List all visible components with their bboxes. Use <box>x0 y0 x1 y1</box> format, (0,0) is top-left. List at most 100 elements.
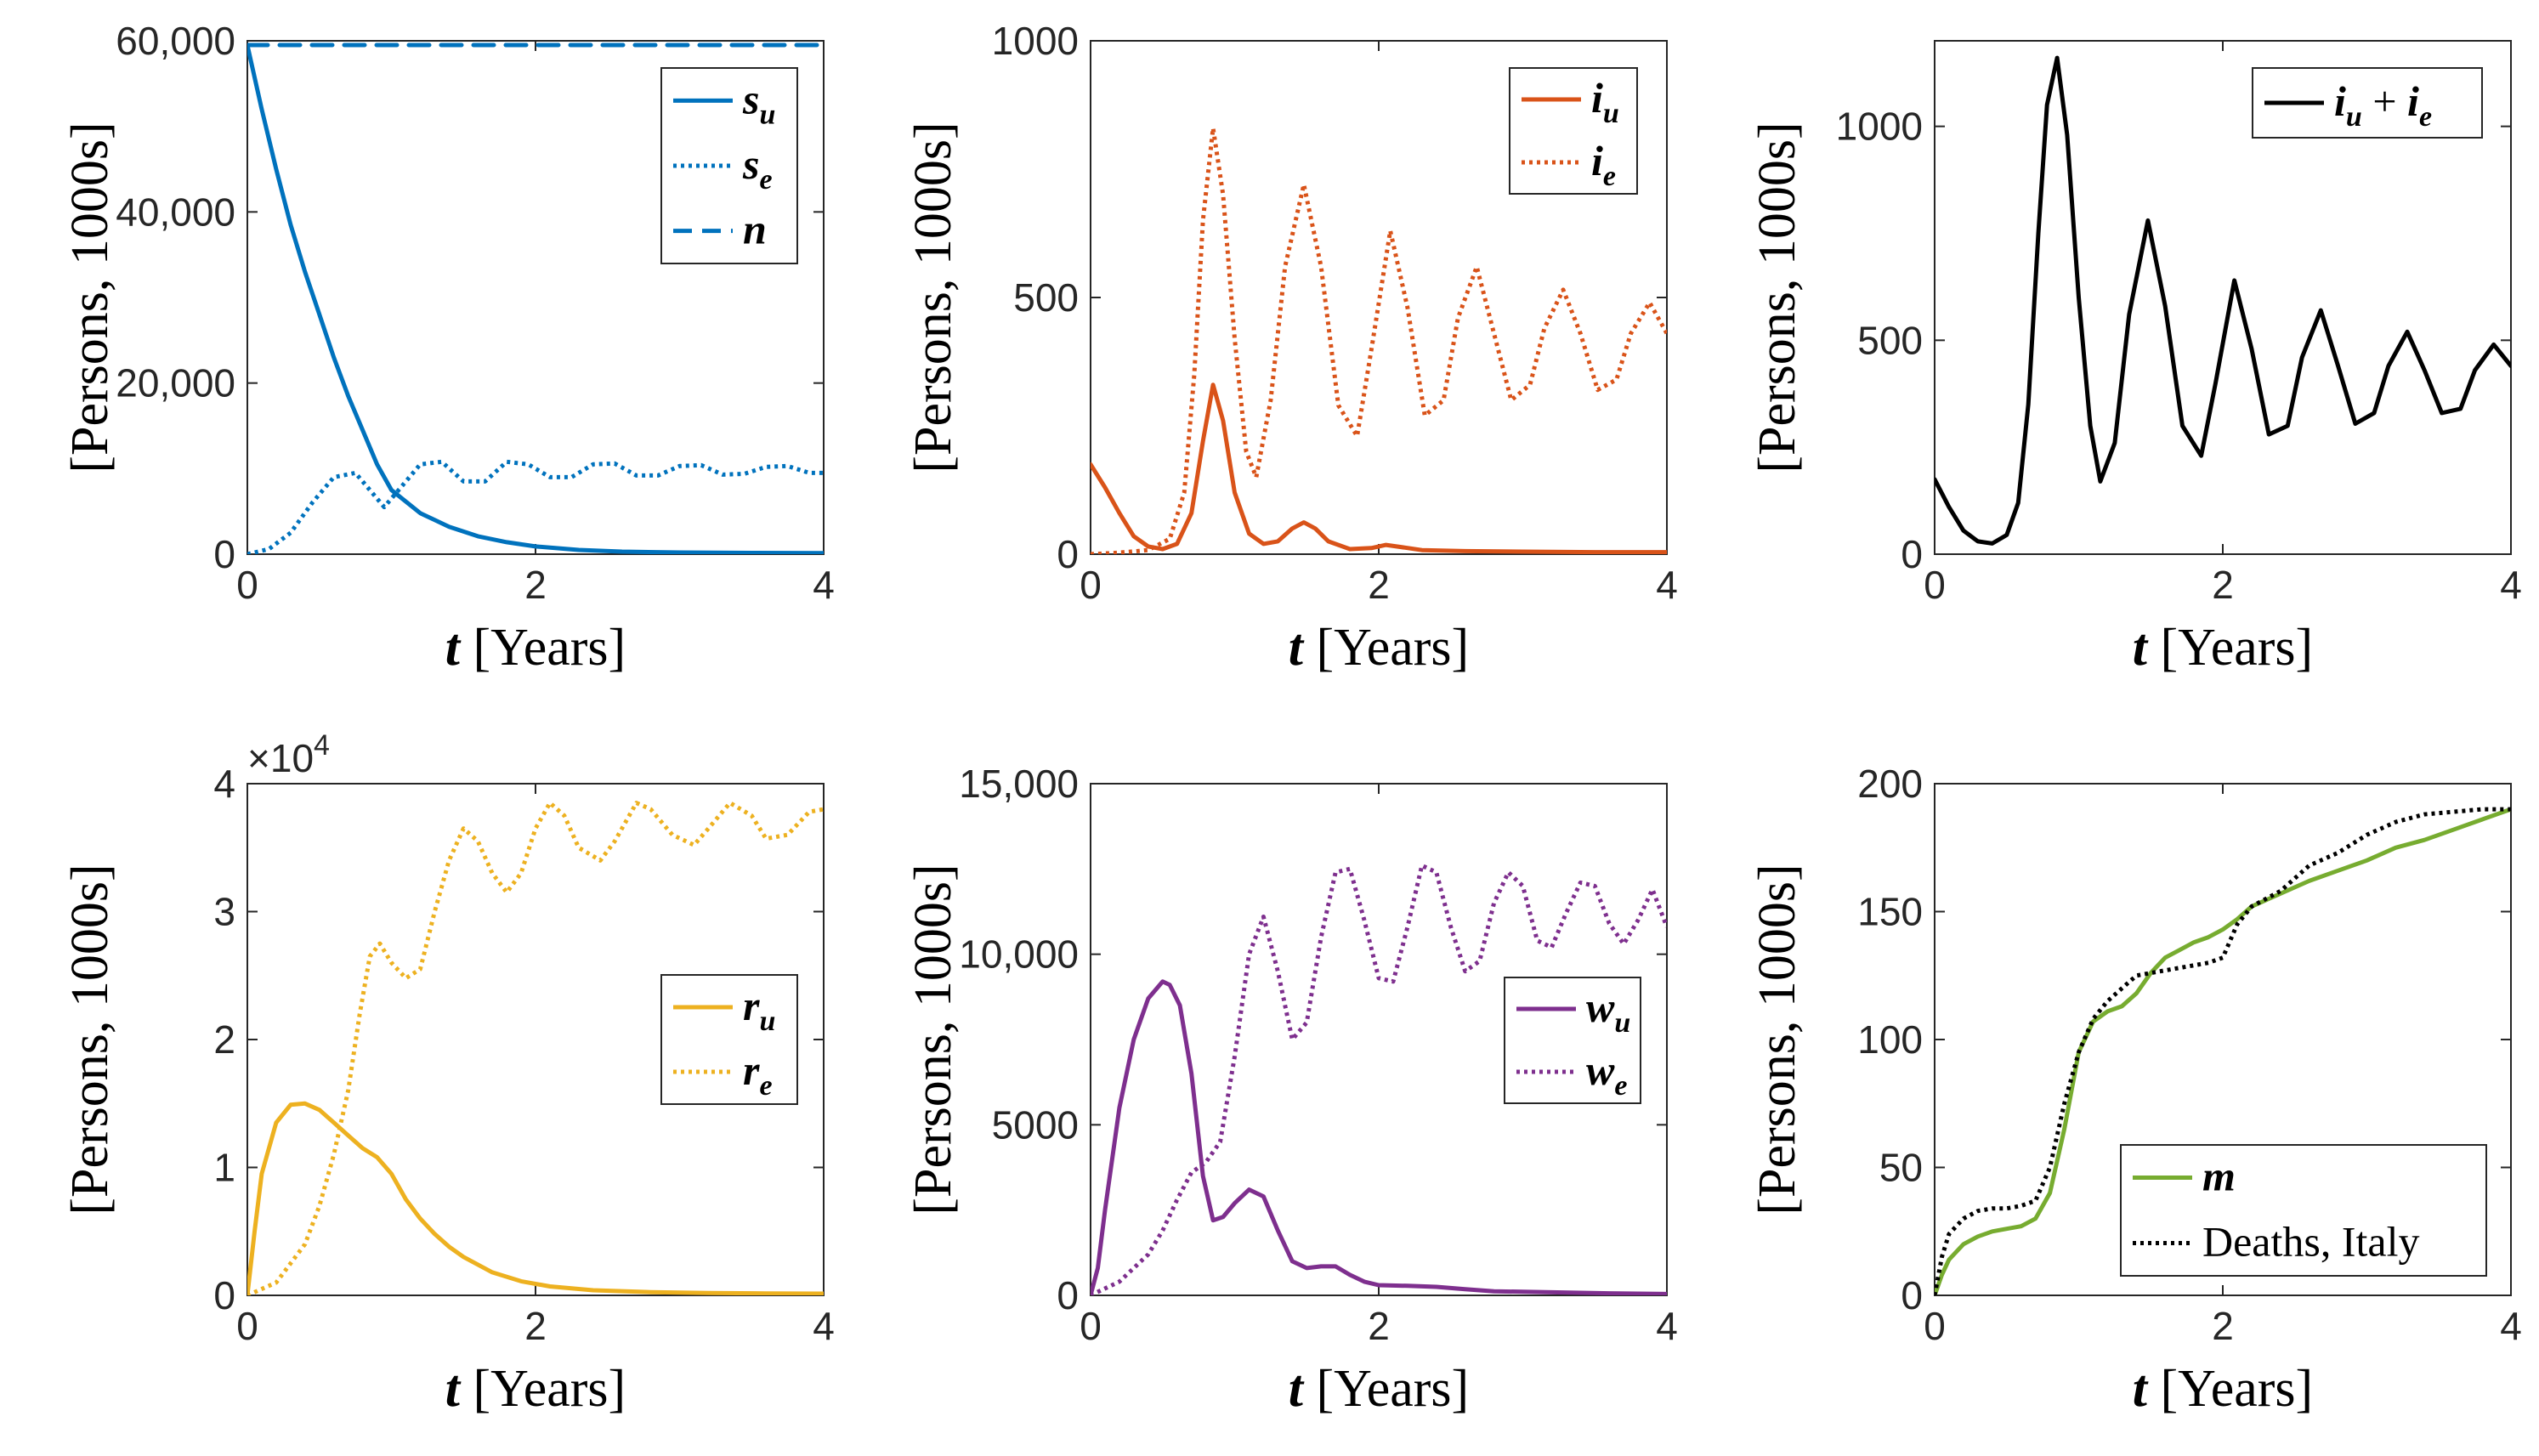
series-group <box>1091 126 1667 554</box>
y-tick-label: 15,000 <box>959 762 1079 806</box>
y-tick-label: 1000 <box>1836 105 1923 149</box>
chart-iu-plus-ie: 0 2 4 0 500 1000 t [Years] [Persons, 1000s] iu +… <box>1748 40 2522 677</box>
series-line-s-e <box>247 459 824 554</box>
x-tick-label: 2 <box>524 563 547 607</box>
series-line-r-u <box>247 1101 824 1295</box>
x-tick-label: 4 <box>813 563 835 607</box>
y-tick-label: 2 <box>213 1017 235 1062</box>
y-exponent-label: ×104 <box>247 729 330 780</box>
chart-m-deaths: 0 2 4 0 50 100 150 200 t [Years] [Persons, 1000s]… <box>1748 762 2522 1418</box>
x-axis-label: t [Years] <box>445 1360 626 1418</box>
series-line-s-u <box>247 42 824 554</box>
legend-box <box>660 974 798 1105</box>
x-tick-label: 2 <box>524 1304 547 1348</box>
series-group <box>1091 863 1667 1295</box>
y-tick-label: 40,000 <box>116 190 235 234</box>
y-tick-label: 500 <box>1013 275 1079 320</box>
legend-entry: we <box>1586 1046 1627 1102</box>
y-tick-label: 0 <box>1057 532 1079 576</box>
x-tick-label: 4 <box>813 1304 835 1348</box>
y-tick-label: 20,000 <box>116 361 235 405</box>
y-tick-label: 60,000 <box>116 19 235 63</box>
y-tick-label: 4 <box>213 762 235 806</box>
chart-wu-we: 0 2 4 0 5000 10,000 15,000 t [Years] [Persons, 1… <box>904 762 1678 1418</box>
legend: wu we <box>1504 977 1641 1104</box>
y-tick-label: 200 <box>1857 762 1923 806</box>
series-line-i-e <box>1091 126 1667 554</box>
legend-entry: ie <box>1591 137 1616 192</box>
legend-entry: iu + ie <box>2334 77 2432 133</box>
series-group <box>247 801 824 1295</box>
x-tick-label: 4 <box>2500 1304 2522 1348</box>
y-tick-label: 3 <box>213 890 235 934</box>
y-tick-label: 5000 <box>992 1102 1079 1147</box>
legend-entry: ru <box>743 982 775 1037</box>
x-tick-label: 0 <box>1080 1304 1102 1348</box>
y-tick-label: 0 <box>1901 1273 1923 1317</box>
y-axis-label: [Persons, 1000s] <box>61 864 119 1215</box>
y-tick-label: 1000 <box>992 19 1079 63</box>
y-axis-label: [Persons, 1000s] <box>904 864 962 1215</box>
y-axis-label: [Persons, 1000s] <box>904 122 962 473</box>
y-tick-label: 1 <box>213 1146 235 1190</box>
x-axis-label: t [Years] <box>2133 1360 2313 1418</box>
legend-entry: Deaths, Italy <box>2202 1218 2419 1266</box>
y-tick-label: 100 <box>1857 1017 1923 1062</box>
legend: ru re <box>660 974 798 1105</box>
series-line-r-e <box>247 801 824 1295</box>
x-axis-label: t [Years] <box>1289 619 1469 677</box>
y-tick-label: 500 <box>1857 318 1923 362</box>
series-line-i-u <box>1091 382 1667 554</box>
y-axis-label: [Persons, 1000s] <box>61 122 119 473</box>
x-axis-label: t [Years] <box>1289 1360 1469 1418</box>
x-tick-label: 2 <box>1368 563 1390 607</box>
x-tick-label: 0 <box>236 1304 258 1348</box>
series-group <box>1935 55 2511 546</box>
legend-entry: n <box>743 206 767 253</box>
x-tick-label: 2 <box>1368 1304 1390 1348</box>
x-axis-label: t [Years] <box>2133 619 2313 677</box>
y-axis-label: [Persons, 1000s] <box>1748 122 1806 473</box>
y-tick-label: 0 <box>1057 1273 1079 1317</box>
y-tick-label: 150 <box>1857 890 1923 934</box>
y-tick-label: 0 <box>1901 532 1923 576</box>
x-tick-label: 0 <box>1080 563 1102 607</box>
x-tick-label: 2 <box>2212 563 2234 607</box>
legend-entry: su <box>742 75 775 130</box>
y-tick-label: 0 <box>213 1273 235 1317</box>
x-tick-label: 0 <box>1924 1304 1946 1348</box>
series-line-w-u <box>1091 979 1667 1295</box>
legend-box <box>2120 1144 2487 1277</box>
legend-box <box>1509 67 1638 195</box>
x-tick-label: 4 <box>2500 563 2522 607</box>
y-tick-label: 50 <box>1879 1146 1923 1190</box>
legend: iu ie <box>1509 67 1638 195</box>
x-tick-label: 2 <box>2212 1304 2234 1348</box>
y-tick-label: 10,000 <box>959 932 1079 977</box>
y-tick-label: 0 <box>213 532 235 576</box>
legend: m Deaths, Italy <box>2120 1144 2487 1277</box>
series-line-w-e <box>1091 863 1667 1295</box>
x-tick-label: 0 <box>236 563 258 607</box>
x-tick-label: 4 <box>1656 563 1678 607</box>
chart-su-se-n: 0 2 4 0 20,000 40,000 60,000 t [Years] [Persons,… <box>61 19 835 677</box>
series-line-i-u-i-e <box>1935 55 2511 546</box>
legend-entry: re <box>743 1046 773 1102</box>
series-line-m <box>1935 807 2511 1295</box>
legend-entry: m <box>2202 1153 2236 1200</box>
chart-iu-ie: 0 2 4 0 500 1000 t [Years] [Persons, 1000s] iu ie <box>904 19 1678 677</box>
legend-box <box>1504 977 1641 1104</box>
legend: su se n <box>660 67 798 264</box>
series-group <box>1935 807 2511 1295</box>
x-tick-label: 4 <box>1656 1304 1678 1348</box>
legend-entry: iu <box>1591 74 1619 129</box>
x-tick-label: 0 <box>1924 563 1946 607</box>
legend: iu + ie <box>2252 67 2483 139</box>
legend-entry: se <box>742 140 773 195</box>
series-group <box>247 42 824 554</box>
legend-entry: wu <box>1586 983 1630 1039</box>
x-axis-label: t [Years] <box>445 619 626 677</box>
y-axis-label: [Persons, 1000s] <box>1748 864 1806 1215</box>
